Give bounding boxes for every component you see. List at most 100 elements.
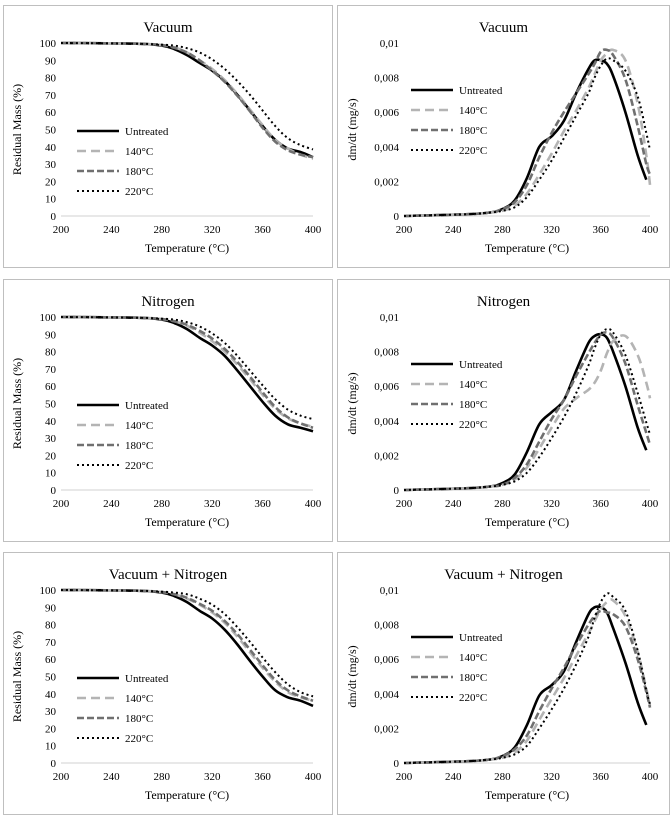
x-tick-label: 320: [543, 224, 560, 236]
x-tick-label: 280: [494, 498, 511, 510]
legend-label-140-c: 140°C: [125, 146, 153, 158]
y-tick-label: 100: [40, 312, 57, 324]
x-tick-label: 320: [204, 498, 221, 510]
chart-title: Vacuum + Nitrogen: [444, 567, 563, 583]
y-tick-label: 10: [45, 194, 57, 206]
x-tick-label: 400: [642, 498, 659, 510]
x-tick-label: 320: [543, 498, 560, 510]
x-tick-label: 280: [494, 224, 511, 236]
y-tick-label: 30: [45, 159, 57, 171]
x-tick-label: 240: [445, 224, 462, 236]
chart-frame: [3, 5, 333, 268]
chart-title: Nitrogen: [477, 294, 531, 310]
x-tick-label: 400: [305, 498, 322, 510]
x-tick-label: 280: [154, 771, 171, 783]
y-tick-label: 70: [45, 637, 57, 649]
series-line-220-c: [403, 592, 651, 764]
legend-label-untreated: Untreated: [459, 359, 503, 371]
y-tick-label: 0,006: [374, 107, 399, 119]
x-tick-label: 200: [53, 224, 70, 236]
x-tick-label: 400: [305, 771, 322, 783]
y-tick-label: 0,004: [374, 416, 399, 428]
y-tick-label: 60: [45, 654, 57, 666]
y-tick-label: 0,002: [374, 450, 399, 462]
x-tick-label: 200: [396, 771, 413, 783]
series-line-180-c: [60, 315, 314, 429]
x-tick-label: 320: [204, 771, 221, 783]
y-tick-label: 50: [45, 399, 57, 411]
y-tick-label: 0,01: [380, 312, 399, 324]
y-tick-label: 100: [40, 38, 57, 50]
series-line-180-c: [60, 588, 314, 702]
y-tick-label: 70: [45, 364, 57, 376]
y-tick-label: 0,004: [374, 689, 399, 701]
chart-frame: [337, 552, 670, 815]
x-tick-label: 240: [103, 498, 120, 510]
series-line-140-c: [403, 598, 652, 765]
x-tick-label: 240: [103, 224, 120, 236]
legend-label-180-c: 180°C: [459, 672, 487, 684]
y-tick-label: 10: [45, 741, 57, 753]
x-tick-label: 200: [396, 498, 413, 510]
y-tick-label: 0: [51, 211, 57, 223]
y-tick-label: 60: [45, 107, 57, 119]
y-tick-label: 20: [45, 723, 57, 735]
legend-label-220-c: 220°C: [125, 460, 153, 472]
series-line-220-c: [403, 57, 651, 217]
y-tick-label: 0: [51, 485, 57, 497]
y-tick-label: 90: [45, 602, 57, 614]
y-axis-label: Residual Mass (%): [10, 631, 24, 722]
x-tick-label: 360: [254, 498, 271, 510]
y-tick-label: 0,01: [380, 38, 399, 50]
legend-label-untreated: Untreated: [459, 632, 503, 644]
chart-title: Nitrogen: [141, 294, 195, 310]
legend-label-220-c: 220°C: [459, 419, 487, 431]
x-tick-label: 360: [593, 224, 610, 236]
x-tick-label: 240: [445, 771, 462, 783]
y-tick-label: 80: [45, 620, 57, 632]
y-tick-label: 0,01: [380, 585, 399, 597]
x-axis-label: Temperature (°C): [485, 515, 569, 529]
y-tick-label: 30: [45, 706, 57, 718]
legend-label-untreated: Untreated: [125, 400, 169, 412]
y-tick-label: 0,006: [374, 381, 399, 393]
x-tick-label: 360: [254, 771, 271, 783]
x-axis-label: Temperature (°C): [145, 788, 229, 802]
x-tick-label: 400: [305, 224, 322, 236]
x-tick-label: 200: [53, 771, 70, 783]
x-tick-label: 200: [53, 498, 70, 510]
y-tick-label: 40: [45, 416, 57, 428]
legend-label-140-c: 140°C: [459, 105, 487, 117]
chart-vacuum-mass: Vacuum 0 10 20 30 40 50 60 70 80 90 100 200 240 280 320…: [3, 5, 333, 268]
x-tick-label: 240: [445, 498, 462, 510]
x-tick-label: 200: [396, 224, 413, 236]
x-tick-label: 280: [154, 498, 171, 510]
legend-label-180-c: 180°C: [125, 713, 153, 725]
series-line-140-c: [403, 48, 652, 218]
y-tick-label: 0,002: [374, 176, 399, 188]
series-line-140-c: [403, 334, 652, 492]
legend-label-140-c: 140°C: [459, 652, 487, 664]
legend-label-180-c: 180°C: [125, 440, 153, 452]
chart-vacuum-rate: Vacuum 0 0,002 0,004 0,006 0,008 0,01 200 240 280…: [337, 5, 670, 268]
y-tick-label: 100: [40, 585, 57, 597]
legend-label-220-c: 220°C: [125, 733, 153, 745]
chart-nitrogen-mass: Nitrogen 0 10 20 30 40 50 60 70 80 90 100 200 240 280 3…: [3, 279, 333, 542]
legend-label-180-c: 180°C: [125, 166, 153, 178]
y-tick-label: 60: [45, 381, 57, 393]
y-tick-label: 0: [51, 758, 57, 770]
y-tick-label: 0,008: [374, 347, 399, 359]
legend-label-180-c: 180°C: [459, 125, 487, 137]
series-line-180-c: [403, 609, 652, 765]
legend-label-untreated: Untreated: [459, 85, 503, 97]
x-axis-label: Temperature (°C): [145, 515, 229, 529]
chart-vacuum-nitrogen-mass: Vacuum + Nitrogen 0 10 20 30 40 50 60 70 80 90 100 2…: [3, 552, 333, 815]
y-axis-label: dm/dt (mg/s): [345, 372, 359, 434]
y-axis-label: dm/dt (mg/s): [345, 645, 359, 707]
y-tick-label: 50: [45, 125, 57, 137]
y-tick-label: 0,004: [374, 142, 399, 154]
y-tick-label: 0: [394, 211, 400, 223]
x-axis-label: Temperature (°C): [145, 241, 229, 255]
chart-nitrogen-rate: Nitrogen 0 0,002 0,004 0,006 0,008 0,01 200 240 2…: [337, 279, 670, 542]
x-tick-label: 400: [642, 771, 659, 783]
